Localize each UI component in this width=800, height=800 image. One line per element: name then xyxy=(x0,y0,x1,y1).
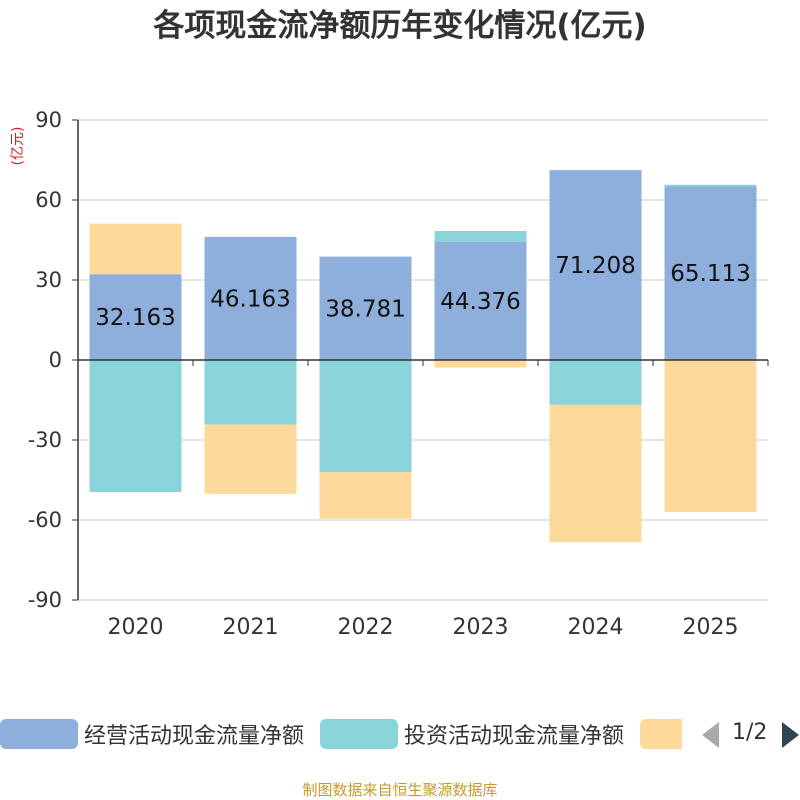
bar-value-label: 65.113 xyxy=(670,261,750,287)
x-tick-label: 2025 xyxy=(683,615,739,640)
bar-series xyxy=(89,170,757,543)
axes: 90 60 30 0 -30 -60 -90 2020 2021 2022 2023 2024 2025 xyxy=(28,108,769,640)
bar-2023-series-1[interactable] xyxy=(434,230,527,242)
x-tick-label: 2020 xyxy=(108,615,164,640)
bar-2020-series-0[interactable] xyxy=(89,274,182,360)
y-tick-label: 30 xyxy=(35,268,62,292)
legend-swatch-operating xyxy=(0,719,78,749)
bar-2022-series-1[interactable] xyxy=(319,360,412,472)
x-tick-label: 2021 xyxy=(223,615,279,640)
y-tick-label: -30 xyxy=(28,428,62,452)
bar-2022-series-0[interactable] xyxy=(319,256,412,360)
y-tick-label: -90 xyxy=(28,588,62,612)
legend-prev-page-icon[interactable] xyxy=(702,722,719,748)
bar-value-label: 71.208 xyxy=(555,253,635,279)
bar-value-label: 44.376 xyxy=(440,289,520,315)
bar-2024-series-1[interactable] xyxy=(549,360,642,405)
bar-2021-series-2[interactable] xyxy=(204,424,297,494)
y-axis-unit-label: (亿元) xyxy=(10,127,26,166)
bar-2020-series-2[interactable] xyxy=(89,223,182,275)
bar-2023-series-0[interactable] xyxy=(434,241,527,360)
bar-value-label: 46.163 xyxy=(210,286,290,312)
legend-swatch-financing xyxy=(640,719,682,749)
y-tick-label: 90 xyxy=(35,108,62,132)
data-labels: 32.163 46.163 38.781 44.376 71.208 65.113 xyxy=(95,253,750,331)
legend-next-page-icon[interactable] xyxy=(782,722,799,748)
legend-label-operating: 经营活动现金流量净额 xyxy=(84,724,305,749)
bar-2021-series-0[interactable] xyxy=(204,236,297,360)
chart-title: 各项现金流净额历年变化情况(亿元) xyxy=(152,8,646,44)
legend-page-indicator: 1/2 xyxy=(732,720,768,745)
bar-value-label: 38.781 xyxy=(325,296,405,322)
bar-2025-series-2[interactable] xyxy=(664,360,757,512)
bar-2025-series-1[interactable] xyxy=(664,184,757,187)
bar-2025-series-0[interactable] xyxy=(664,186,757,360)
y-tick-label: 0 xyxy=(49,348,62,372)
legend: 经营活动现金流量净额 投资活动现金流量净额 xyxy=(0,716,800,752)
data-source-footer: 制图数据来自恒生聚源数据库 xyxy=(302,781,498,799)
y-tick-label: -60 xyxy=(28,508,62,532)
y-tick-label: 60 xyxy=(35,188,62,212)
legend-pager: 1/2 xyxy=(700,720,800,750)
legend-label-investing: 投资活动现金流量净额 xyxy=(404,724,625,749)
legend-item-financing[interactable] xyxy=(640,716,682,752)
x-tick-label: 2023 xyxy=(453,615,509,640)
x-tick-label: 2022 xyxy=(338,615,394,640)
legend-swatch-investing xyxy=(320,719,398,749)
x-tick-label: 2024 xyxy=(568,615,624,640)
gridlines xyxy=(78,119,768,601)
bar-2022-series-2[interactable] xyxy=(319,472,412,519)
bar-2024-series-0[interactable] xyxy=(549,170,642,360)
bar-value-label: 32.163 xyxy=(95,305,175,331)
bar-2020-series-1[interactable] xyxy=(89,360,182,492)
legend-item-operating[interactable]: 经营活动现金流量净额 xyxy=(0,716,304,752)
bar-2023-series-2[interactable] xyxy=(434,360,527,368)
bar-2021-series-1[interactable] xyxy=(204,360,297,425)
bar-2024-series-2[interactable] xyxy=(549,404,642,543)
legend-item-investing[interactable]: 投资活动现金流量净额 xyxy=(320,716,624,752)
